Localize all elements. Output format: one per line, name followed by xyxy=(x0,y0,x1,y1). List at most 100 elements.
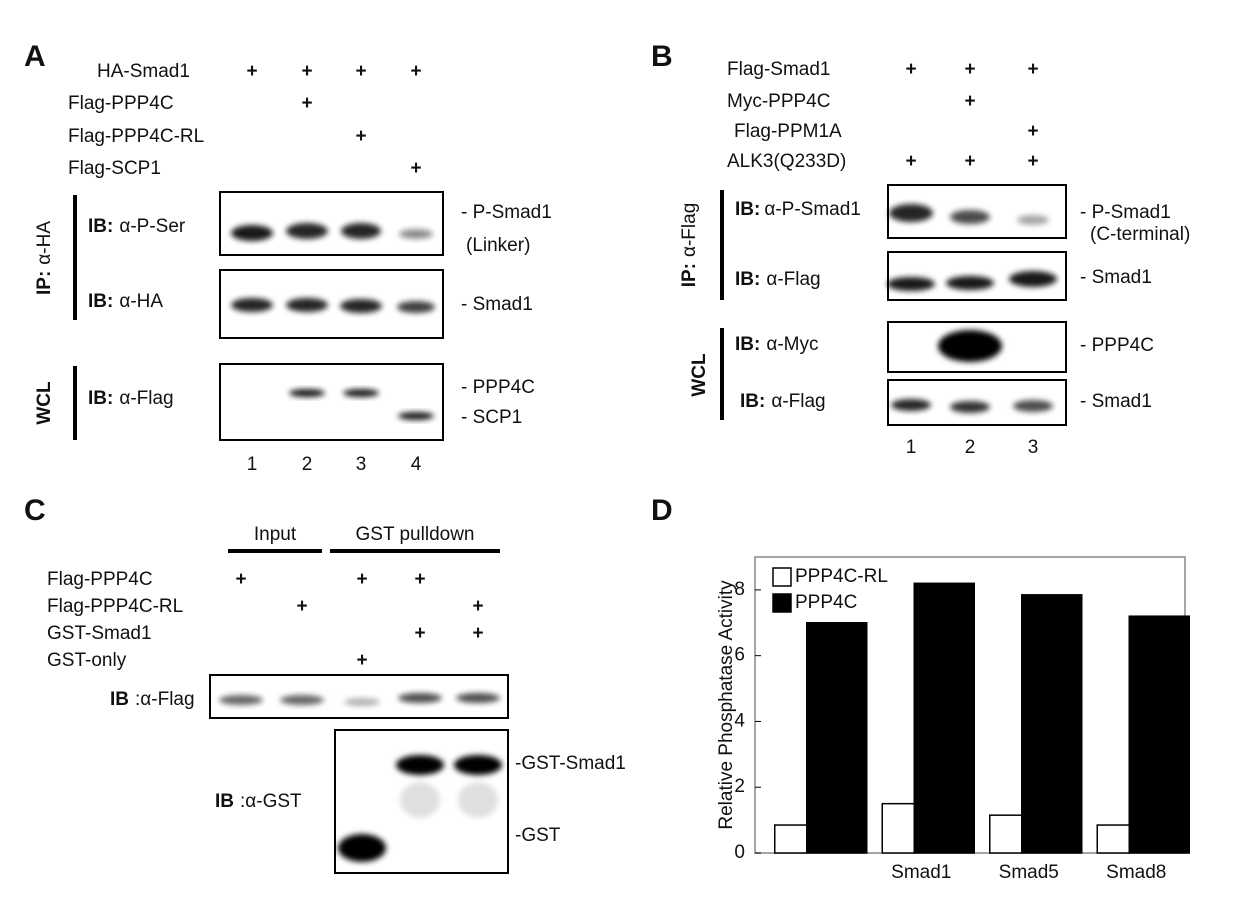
bar xyxy=(913,582,975,854)
plus-mark: + xyxy=(355,61,366,82)
band xyxy=(338,834,386,862)
group-prefix: IP: xyxy=(34,271,55,295)
group-prefix: IP: xyxy=(679,263,700,287)
ib-prefix: IB: xyxy=(735,199,760,220)
band xyxy=(950,401,990,413)
header-label: Input xyxy=(254,524,297,545)
condition-label: GST-Smad1 xyxy=(47,623,152,644)
panel-letter: A xyxy=(24,40,46,73)
y-tick-label: 2 xyxy=(734,776,745,797)
group-name: WCL xyxy=(34,381,55,425)
band-label: - PPP4C xyxy=(1080,335,1154,356)
band xyxy=(341,223,381,239)
plus-mark: + xyxy=(964,91,975,112)
plus-mark: + xyxy=(964,59,975,80)
antibody: :α-Flag xyxy=(135,689,195,710)
condition-label: Flag-Smad1 xyxy=(727,59,831,80)
antibody: :α-GST xyxy=(240,791,302,812)
band xyxy=(219,695,263,705)
antibody: α-Flag xyxy=(771,391,825,412)
band-label: - SCP1 xyxy=(461,407,522,428)
blot-label: IB: α-Myc xyxy=(735,334,818,355)
group-label: IP: α-HA xyxy=(34,221,55,295)
plus-mark: + xyxy=(1027,151,1038,172)
antibody: α-Myc xyxy=(766,334,818,355)
plus-mark: + xyxy=(301,93,312,114)
band xyxy=(231,225,273,241)
ib-prefix: IB: xyxy=(735,334,760,355)
band xyxy=(231,298,273,312)
plus-mark: + xyxy=(964,151,975,172)
group-name: α-Flag xyxy=(679,203,700,257)
band xyxy=(887,277,935,291)
blot-label: IB: α-Flag xyxy=(88,388,174,409)
bar xyxy=(806,622,868,854)
plus-mark: + xyxy=(472,596,483,617)
band-label: (Linker) xyxy=(466,235,530,256)
blot-box xyxy=(219,363,444,441)
bar xyxy=(1128,615,1190,854)
band xyxy=(286,223,328,239)
plus-mark: + xyxy=(356,569,367,590)
ib-prefix: IB: xyxy=(88,388,113,409)
band xyxy=(343,389,379,397)
band xyxy=(458,782,498,818)
plus-mark: + xyxy=(410,61,421,82)
band-label: - PPP4C xyxy=(461,377,535,398)
condition-label: Myc-PPP4C xyxy=(727,91,830,112)
band xyxy=(399,229,433,239)
band xyxy=(938,330,1002,362)
panel-letter: B xyxy=(651,40,673,73)
ib-prefix: IB: xyxy=(88,291,113,312)
band xyxy=(289,389,325,397)
condition-label: GST-only xyxy=(47,650,127,671)
bar xyxy=(1096,824,1130,854)
blot-label: IB :α-GST xyxy=(215,791,302,812)
antibody: α-Flag xyxy=(766,269,820,290)
bar xyxy=(1021,594,1083,854)
band-label: (C-terminal) xyxy=(1090,224,1190,245)
plus-mark: + xyxy=(301,61,312,82)
antibody: α-P-Smad1 xyxy=(764,199,861,220)
legend-swatch xyxy=(772,567,792,587)
header-label: GST pulldown xyxy=(356,524,475,545)
plus-mark: + xyxy=(356,650,367,671)
plus-mark: + xyxy=(296,596,307,617)
plus-mark: + xyxy=(414,623,425,644)
band xyxy=(344,698,380,706)
band-label: -GST xyxy=(515,825,561,846)
bar xyxy=(989,814,1023,854)
ib-prefix: IB: xyxy=(735,269,760,290)
band xyxy=(1009,271,1057,287)
legend-label: PPP4C-RL xyxy=(795,566,888,587)
band xyxy=(398,412,434,420)
lane-number: 2 xyxy=(302,454,313,475)
lane-number: 3 xyxy=(356,454,367,475)
band xyxy=(397,301,435,313)
y-tick-label: 0 xyxy=(734,842,745,863)
y-tick-label: 4 xyxy=(734,710,745,731)
band xyxy=(286,298,328,312)
ib-prefix: IB: xyxy=(88,216,113,237)
ib-prefix: IB: xyxy=(740,391,765,412)
condition-label: Flag-PPP4C xyxy=(68,93,174,114)
band xyxy=(950,210,990,224)
condition-label: Flag-PPP4C xyxy=(47,569,153,590)
band xyxy=(889,204,933,222)
band xyxy=(454,755,502,775)
x-tick-label: Smad1 xyxy=(891,862,951,883)
group-label: WCL xyxy=(689,353,710,397)
group-name: α-HA xyxy=(34,221,55,265)
y-axis-label: Relative Phosphatase Activity xyxy=(716,580,737,830)
band xyxy=(946,276,994,290)
ib-prefix: IB xyxy=(215,791,234,812)
condition-label: HA-Smad1 xyxy=(97,61,190,82)
plus-mark: + xyxy=(905,59,916,80)
blot-label: IB: α-Flag xyxy=(740,391,826,412)
condition-label: Flag-PPP4C-RL xyxy=(68,126,204,147)
plus-mark: + xyxy=(414,569,425,590)
plus-mark: + xyxy=(355,126,366,147)
panel-letter: C xyxy=(24,494,46,527)
band xyxy=(400,782,440,818)
group-name: WCL xyxy=(689,353,710,397)
